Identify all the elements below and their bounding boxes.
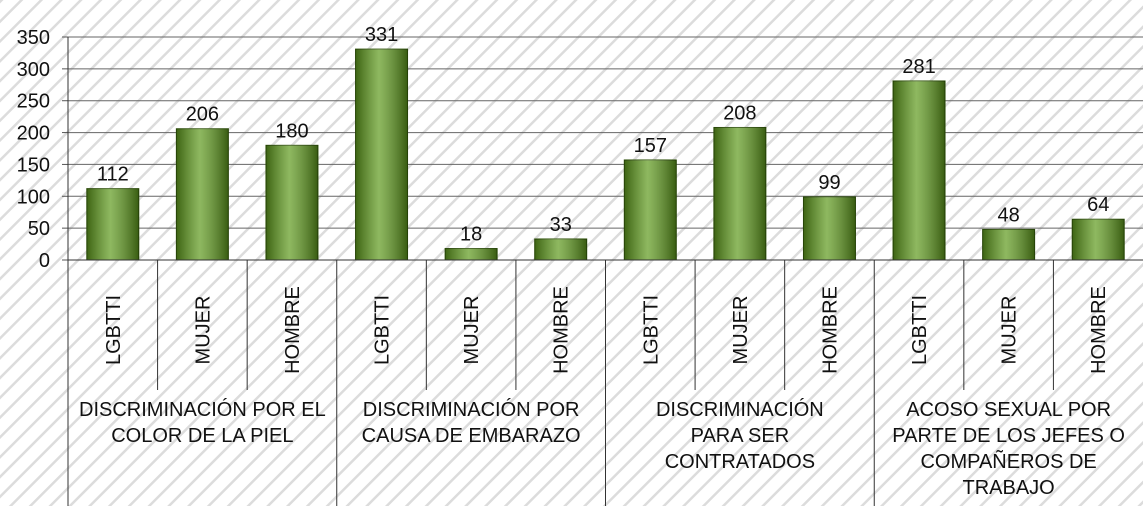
x-tick-label: MUJER [461,296,483,365]
value-label: 99 [818,172,840,194]
x-tick-label: HOMBRE [282,286,304,374]
y-tick-label: 250 [17,91,50,113]
value-label: 208 [723,102,756,124]
value-label: 206 [186,104,219,126]
bar-shine [893,80,946,260]
value-label: 112 [97,164,129,186]
y-tick-label: 200 [17,123,50,145]
x-tick-label: LGBTTI [372,295,394,365]
group-label: ACOSO SEXUAL POR PARTE DE LOS JEFES O CO… [892,399,1125,499]
bar-shine [1072,219,1125,260]
x-tick-label: LGBTTI [909,295,931,365]
y-tick-label: 50 [28,218,50,240]
y-tick-label: 300 [17,59,50,81]
y-tick-label: 100 [17,186,50,208]
y-tick-label: 0 [39,250,50,272]
value-label: 64 [1087,194,1109,216]
bar-shine [624,159,677,260]
value-label: 331 [365,24,398,46]
group-label: DISCRIMINACIÓN POR CAUSA DE EMBARAZO [361,399,581,447]
x-tick-label: HOMBRE [819,286,841,374]
value-label: 157 [634,135,667,157]
bar-shine [803,196,856,260]
x-tick-label: MUJER [999,296,1021,365]
x-tick-label: HOMBRE [551,286,573,374]
y-tick-label: 350 [17,27,50,49]
bar-shine [265,145,318,260]
group-label: DISCRIMINACIÓN POR EL COLOR DE LA PIEL [79,399,326,447]
bar-shine [86,188,139,260]
bar-shine [982,229,1035,260]
bar-shine [176,128,229,260]
x-tick-label: HOMBRE [1088,286,1110,374]
value-label: 33 [550,214,572,236]
value-label: 48 [998,204,1020,226]
bar-shine [713,127,766,260]
value-label: 180 [275,120,308,142]
x-tick-label: MUJER [730,296,752,365]
bar-shine [534,238,587,260]
x-tick-label: LGBTTI [640,295,662,365]
y-tick-label: 150 [17,154,50,176]
group-label: DISCRIMINACIÓN PARA SER CONTRATADOS [655,399,824,473]
x-tick-label: MUJER [192,296,214,365]
bar-shine [355,49,408,260]
value-label: 281 [902,56,935,78]
bar-shine [445,248,498,260]
x-tick-label: LGBTTI [103,295,125,365]
value-label: 18 [460,224,482,246]
